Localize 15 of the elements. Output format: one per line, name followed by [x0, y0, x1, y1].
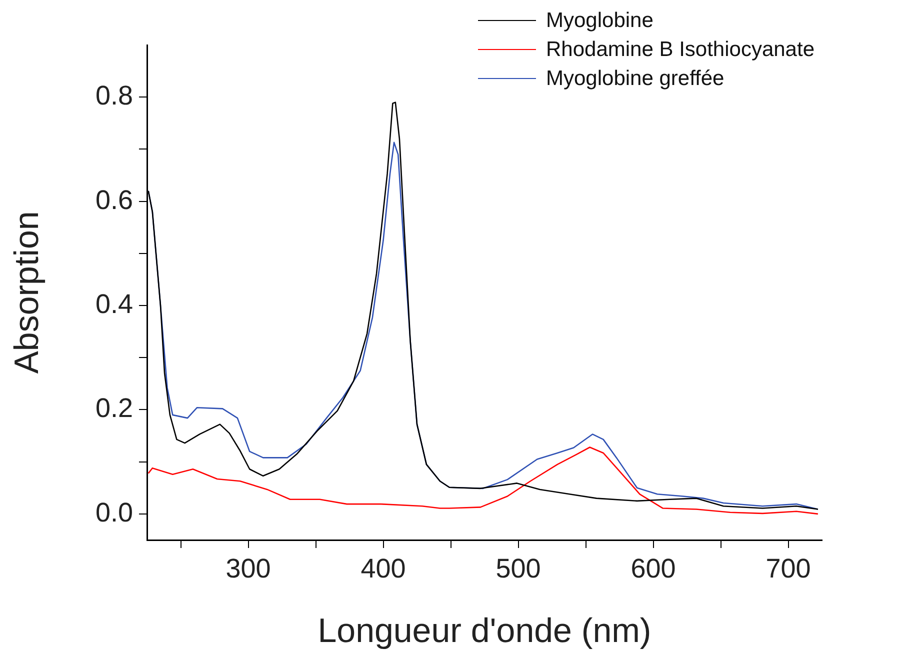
x-tick-label: 700	[766, 554, 811, 584]
legend-label: Rhodamine B Isothiocyanate	[546, 37, 814, 63]
x-tick-label: 500	[496, 554, 541, 584]
x-tick-label: 600	[630, 554, 676, 584]
y-tick-label: 0.6	[95, 184, 133, 215]
y-tick-label: 0.0	[95, 497, 133, 528]
y-tick-label: 0.8	[95, 80, 133, 111]
legend-label: Myoglobine	[546, 8, 654, 34]
legend-label: Myoglobine greffée	[546, 66, 724, 92]
y-tick-label: 0.4	[95, 288, 133, 319]
x-tick-label: 300	[226, 554, 271, 584]
y-tick-label: 0.2	[95, 393, 133, 424]
x-tick-label: 400	[360, 554, 406, 584]
y-axis-title: Absorption	[8, 211, 46, 374]
x-axis-title: Longueur d'onde (nm)	[318, 612, 652, 650]
